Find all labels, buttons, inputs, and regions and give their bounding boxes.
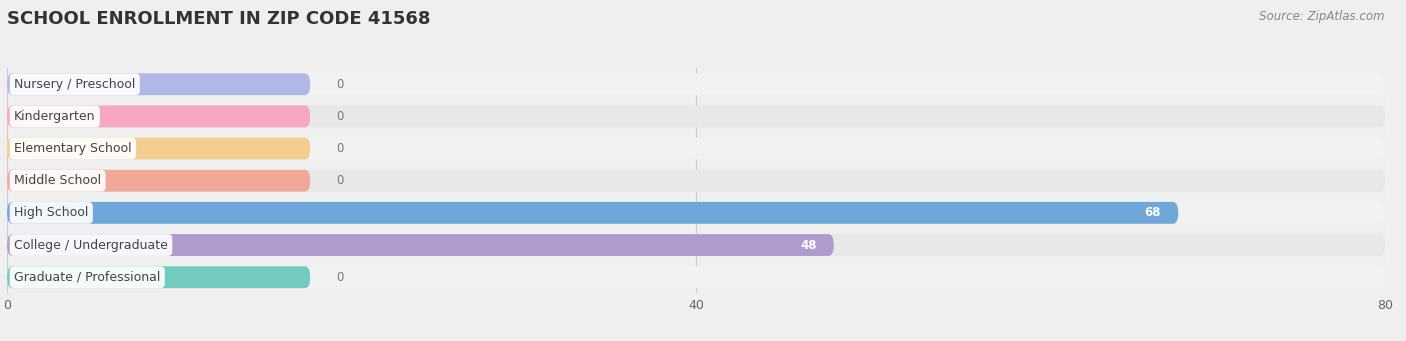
Text: Nursery / Preschool: Nursery / Preschool xyxy=(14,78,135,91)
FancyBboxPatch shape xyxy=(7,170,1385,192)
Text: Kindergarten: Kindergarten xyxy=(14,110,96,123)
FancyBboxPatch shape xyxy=(7,73,1385,95)
Text: SCHOOL ENROLLMENT IN ZIP CODE 41568: SCHOOL ENROLLMENT IN ZIP CODE 41568 xyxy=(7,10,430,28)
FancyBboxPatch shape xyxy=(7,170,311,192)
Text: 48: 48 xyxy=(800,239,817,252)
FancyBboxPatch shape xyxy=(7,105,311,127)
Text: 0: 0 xyxy=(336,142,343,155)
FancyBboxPatch shape xyxy=(7,73,311,95)
Text: 68: 68 xyxy=(1144,206,1161,219)
Text: Elementary School: Elementary School xyxy=(14,142,132,155)
Text: 0: 0 xyxy=(336,110,343,123)
FancyBboxPatch shape xyxy=(7,138,1385,160)
Text: Middle School: Middle School xyxy=(14,174,101,187)
FancyBboxPatch shape xyxy=(7,266,1385,288)
Text: College / Undergraduate: College / Undergraduate xyxy=(14,239,167,252)
Text: Graduate / Professional: Graduate / Professional xyxy=(14,271,160,284)
FancyBboxPatch shape xyxy=(7,105,1385,127)
Text: 0: 0 xyxy=(336,78,343,91)
Text: 0: 0 xyxy=(336,271,343,284)
FancyBboxPatch shape xyxy=(7,138,311,160)
FancyBboxPatch shape xyxy=(7,202,1385,224)
FancyBboxPatch shape xyxy=(7,202,1178,224)
Text: Source: ZipAtlas.com: Source: ZipAtlas.com xyxy=(1260,10,1385,23)
FancyBboxPatch shape xyxy=(7,234,834,256)
FancyBboxPatch shape xyxy=(7,234,1385,256)
Text: 0: 0 xyxy=(336,174,343,187)
FancyBboxPatch shape xyxy=(7,266,311,288)
Text: High School: High School xyxy=(14,206,89,219)
